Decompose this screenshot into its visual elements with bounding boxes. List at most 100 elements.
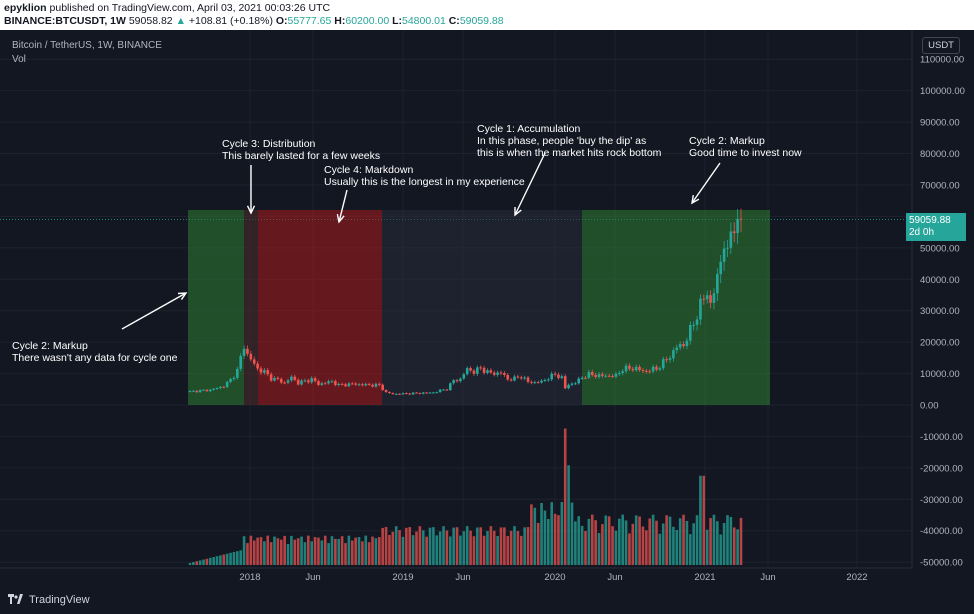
candle-body xyxy=(225,381,229,388)
volume-bar xyxy=(310,541,313,565)
volume-bar xyxy=(739,517,743,565)
volume-bar xyxy=(688,534,692,565)
price-tick-label: 0.00 xyxy=(920,401,939,412)
volume-bar xyxy=(276,538,280,565)
candle-body xyxy=(222,386,226,388)
volume-bar xyxy=(563,428,567,565)
candle-body xyxy=(506,374,510,380)
candle-body xyxy=(547,379,550,381)
volume-bar xyxy=(638,516,641,565)
volume-bar xyxy=(604,515,608,565)
candle-body xyxy=(695,319,699,325)
candle-body xyxy=(736,218,739,234)
candle-body xyxy=(425,392,428,394)
candle-body xyxy=(543,380,547,382)
volume-bar xyxy=(388,534,391,565)
high-value: 60200.00 xyxy=(345,15,390,27)
candle-body xyxy=(641,370,645,372)
candle-body xyxy=(574,383,577,385)
annotation-text: this is when the market hits rock bottom xyxy=(477,147,662,159)
volume-bar xyxy=(736,529,739,565)
candle-body xyxy=(607,375,611,377)
price-tick-label: 20000.00 xyxy=(920,338,960,349)
candle-body xyxy=(313,378,317,382)
price-tick-label: 40000.00 xyxy=(920,275,960,286)
candle-body xyxy=(729,231,733,248)
volume-bar xyxy=(428,527,432,565)
symbol-label: BINANCE:BTCUSDT, 1W xyxy=(4,15,126,27)
candle-body xyxy=(263,370,266,373)
price-tick-label: 70000.00 xyxy=(920,180,960,191)
tradingview-logo[interactable]: TradingView xyxy=(8,594,90,606)
volume-bar xyxy=(421,530,425,565)
volume-bar xyxy=(344,543,347,565)
candle-body xyxy=(212,388,215,390)
annotation-text: Usually this is the longest in my experi… xyxy=(324,176,525,188)
candle-body xyxy=(381,384,384,390)
price-tick-label: 110000.00 xyxy=(920,55,964,66)
volume-bar xyxy=(459,535,462,565)
candle-body xyxy=(631,368,635,371)
change-arrow-icon: ▲ xyxy=(175,15,186,27)
arrow-line xyxy=(121,292,187,330)
candle-body xyxy=(533,382,537,384)
candle-body xyxy=(198,390,202,393)
candle-body xyxy=(638,366,641,371)
candle-body xyxy=(384,389,388,392)
candlesticks xyxy=(188,208,743,396)
price-tick-label: -30000.00 xyxy=(920,495,963,506)
volume-bar xyxy=(641,526,645,565)
volume-legend[interactable]: Vol xyxy=(12,54,26,65)
volume-bar xyxy=(408,527,412,565)
candle-body xyxy=(624,365,628,372)
candle-body xyxy=(249,353,253,360)
candle-body xyxy=(256,363,259,369)
annotation-title: Cycle 2: Markup xyxy=(689,135,765,147)
candle-body xyxy=(621,371,624,374)
candle-body xyxy=(645,370,648,372)
last-price-value: 59059.88 xyxy=(909,215,951,226)
volume-bar xyxy=(242,536,246,565)
time-tick-label: 2021 xyxy=(694,572,715,583)
series-title[interactable]: Bitcoin / TetherUS, 1W, BINANCE xyxy=(12,40,162,51)
volume-bar xyxy=(340,536,344,565)
candle-body xyxy=(374,383,378,387)
volume-bar xyxy=(469,530,472,565)
volume-bar xyxy=(442,526,445,565)
candle-body xyxy=(685,340,689,347)
volume-bar xyxy=(229,552,232,565)
volume-bar xyxy=(719,534,723,565)
currency-button[interactable]: USDT xyxy=(922,37,960,54)
volume-bar xyxy=(536,522,540,565)
volume-bar xyxy=(503,527,506,565)
candle-body xyxy=(702,298,706,300)
candle-body xyxy=(232,377,236,380)
candle-body xyxy=(364,383,368,386)
candle-body xyxy=(320,383,324,385)
author-name[interactable]: epyklion xyxy=(4,2,47,14)
volume-bar xyxy=(438,531,442,565)
volume-bar xyxy=(225,553,229,565)
candle-body xyxy=(658,368,662,370)
volume-bar xyxy=(445,530,449,565)
candle-body xyxy=(719,261,723,275)
volume-bar xyxy=(645,530,648,565)
volume-bar xyxy=(465,526,469,565)
volume-bar xyxy=(486,531,489,565)
volume-bar xyxy=(246,543,249,565)
candle-body xyxy=(459,378,462,382)
candle-body xyxy=(236,368,239,378)
time-tick-label: 2020 xyxy=(544,572,565,583)
candle-body xyxy=(276,377,280,380)
candle-body xyxy=(472,370,476,374)
candle-body xyxy=(229,379,232,382)
candle-body xyxy=(476,367,479,374)
volume-bar xyxy=(259,537,263,565)
candle-body xyxy=(401,393,405,395)
candle-body xyxy=(492,372,496,375)
candle-body xyxy=(350,383,354,385)
volume-bar xyxy=(239,550,243,565)
volume-bar xyxy=(726,515,729,565)
volume-bar xyxy=(313,537,317,565)
